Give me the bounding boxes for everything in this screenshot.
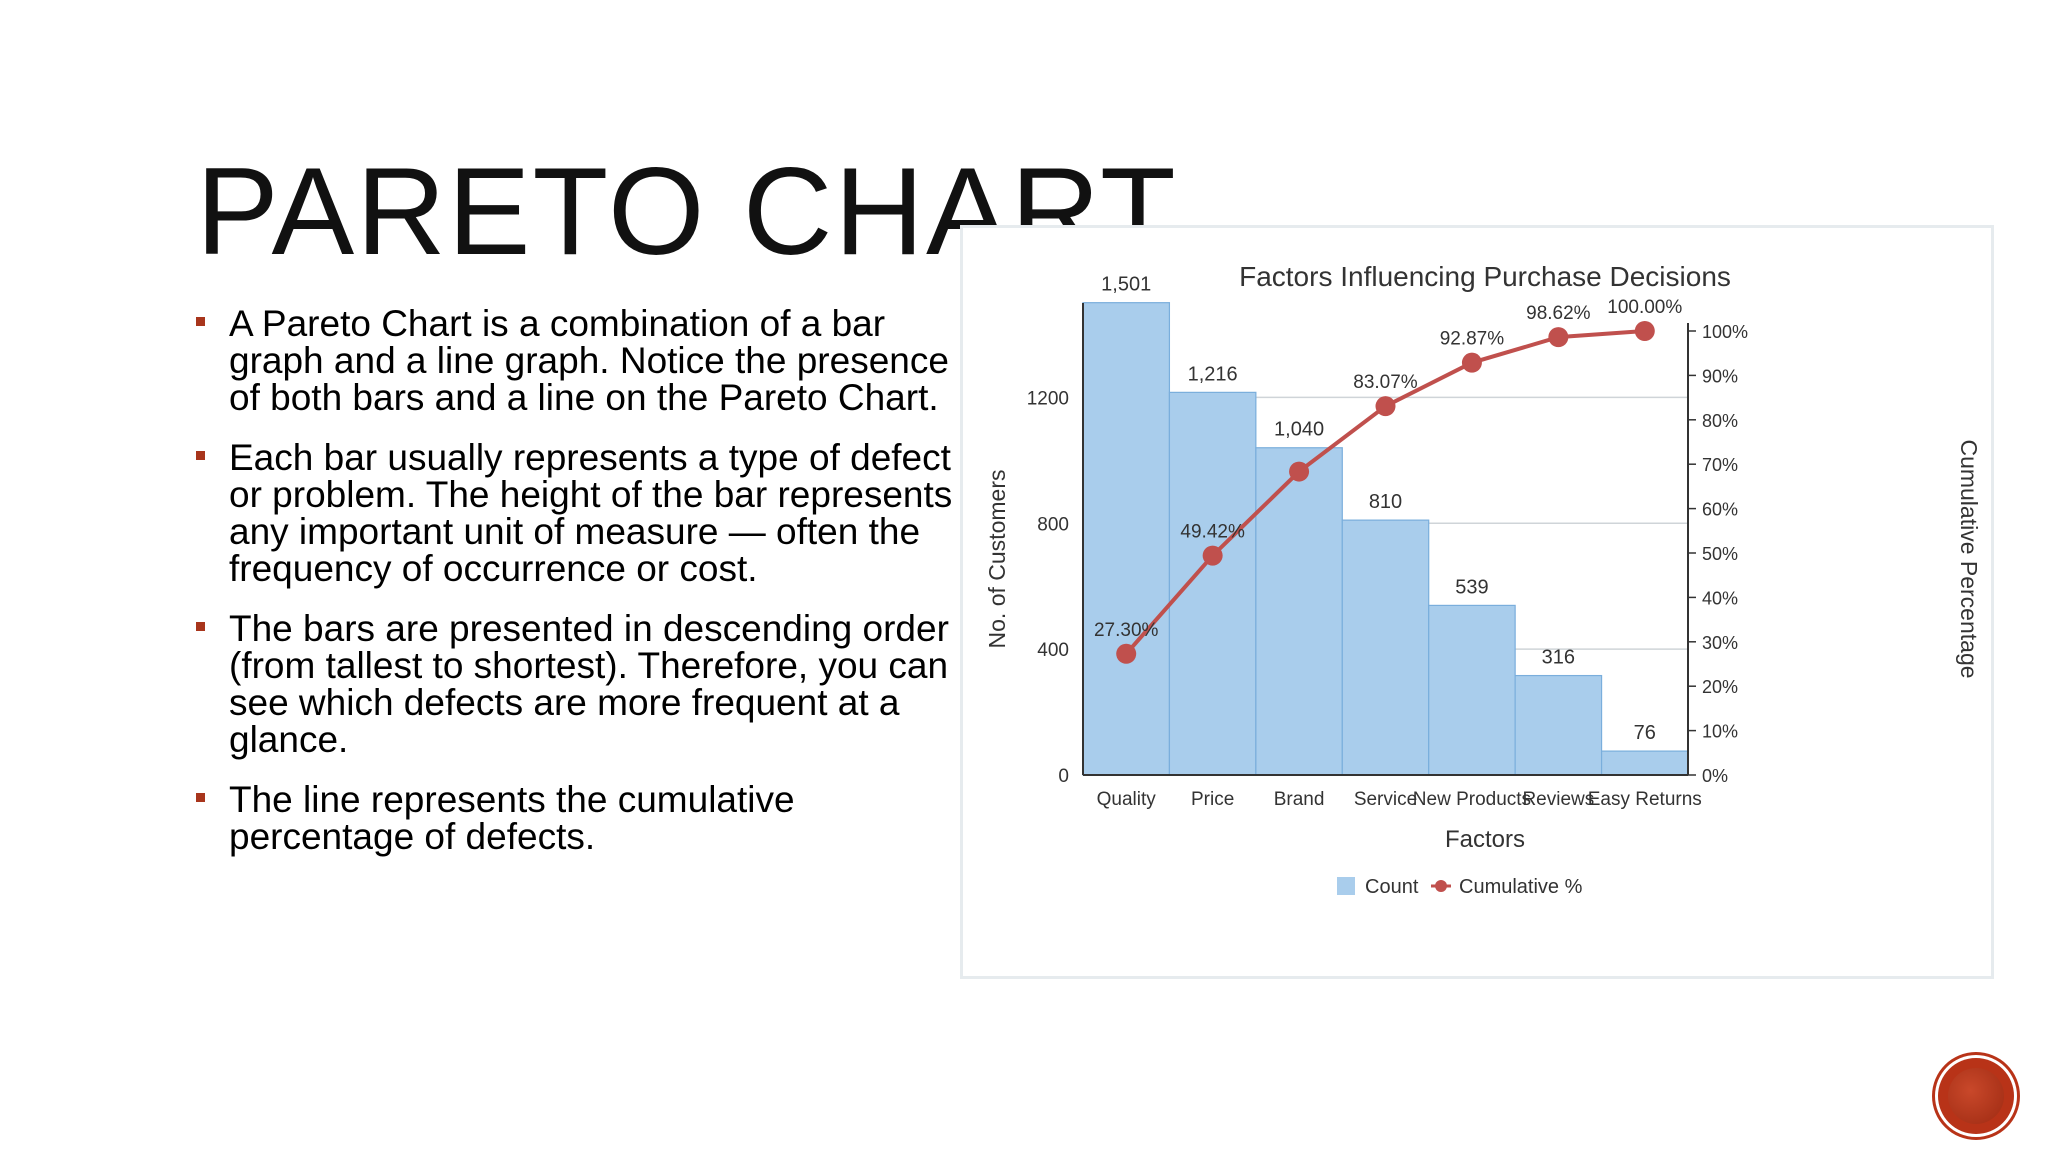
y2-tick-label: 0% xyxy=(1702,766,1728,786)
bar xyxy=(1600,750,1689,776)
cumulative-point xyxy=(1634,321,1655,341)
x-tick-label: Quality xyxy=(1097,789,1157,810)
bar-value-label: 539 xyxy=(1455,576,1488,598)
bullet-square-icon xyxy=(196,793,205,802)
slide-nav-button[interactable] xyxy=(1938,1058,2014,1134)
cumulative-point xyxy=(1375,396,1396,417)
y-tick-label: 800 xyxy=(1037,514,1069,535)
y-tick-label: 400 xyxy=(1037,640,1069,661)
bar xyxy=(1341,519,1430,776)
x-tick-label: Service xyxy=(1354,789,1417,810)
bullet-text: Each bar usually represents a type of de… xyxy=(229,437,953,589)
y2-axis-title: Cumulative Percentage xyxy=(1956,439,1982,678)
legend-cumulative-marker xyxy=(1435,880,1447,892)
bar-value-label: 1,040 xyxy=(1274,419,1324,441)
chart-frame: Factors Influencing Purchase Decisions 0 4… xyxy=(960,225,1994,979)
pareto-chart: Factors Influencing Purchase Decisions 0 4… xyxy=(984,261,1982,898)
bar xyxy=(1168,391,1257,776)
y2-tick-label: 30% xyxy=(1702,633,1738,653)
bar-value-label: 316 xyxy=(1542,647,1575,669)
bar-value-label: 76 xyxy=(1634,722,1656,744)
cumulative-label: 98.62% xyxy=(1526,303,1591,324)
x-axis-title: Factors xyxy=(1445,826,1525,853)
bullet-item: The bars are presented in descending ord… xyxy=(196,610,956,758)
nav-circle-icon xyxy=(1948,1068,2004,1124)
cumulative-point xyxy=(1116,643,1137,664)
y2-tick-label: 100% xyxy=(1702,322,1748,342)
y2-tick-label: 70% xyxy=(1702,455,1738,475)
y2-tick-label: 50% xyxy=(1702,544,1738,564)
bar-value-label: 1,501 xyxy=(1101,274,1151,296)
cumulative-point xyxy=(1461,352,1482,373)
x-tick-label: Easy Returns xyxy=(1588,789,1702,810)
bullet-list: A Pareto Chart is a combination of a bar… xyxy=(196,305,956,878)
cumulative-label: 27.30% xyxy=(1094,620,1159,641)
bar xyxy=(1514,674,1603,776)
bullet-item: The line represents the cumulative perce… xyxy=(196,781,956,855)
cumulative-point xyxy=(1548,327,1569,348)
y2-tick-label: 60% xyxy=(1702,500,1738,520)
cumulative-point xyxy=(1289,461,1310,482)
y2-tick-label: 80% xyxy=(1702,411,1738,431)
y2-tick-label: 20% xyxy=(1702,677,1738,697)
legend-count-swatch xyxy=(1337,877,1355,895)
bullet-square-icon xyxy=(196,451,205,460)
bullet-item: Each bar usually represents a type of de… xyxy=(196,439,956,587)
y2-tick-label: 90% xyxy=(1702,366,1738,386)
y-tick-label: 1200 xyxy=(1027,388,1069,409)
cumulative-label: 100.00% xyxy=(1607,297,1682,318)
x-tick-label: Reviews xyxy=(1522,789,1594,810)
bullet-item: A Pareto Chart is a combination of a bar… xyxy=(196,305,956,416)
x-tick-label: Price xyxy=(1191,789,1234,810)
cumulative-label: 83.07% xyxy=(1353,372,1418,393)
legend-cumulative-label: Cumulative % xyxy=(1459,876,1583,898)
bar-value-label: 810 xyxy=(1369,491,1402,513)
cumulative-label: 92.87% xyxy=(1440,329,1505,350)
x-tick-label: Brand xyxy=(1274,789,1325,810)
x-tick-label: New Products xyxy=(1413,789,1531,810)
y-axis-title: No. of Customers xyxy=(984,470,1010,649)
bullet-text: The line represents the cumulative perce… xyxy=(229,779,795,857)
bullet-text: The bars are presented in descending ord… xyxy=(229,608,949,760)
chart-title: Factors Influencing Purchase Decisions xyxy=(1239,261,1731,292)
y2-tick-label: 10% xyxy=(1702,722,1738,742)
bar xyxy=(1428,604,1516,776)
bullet-square-icon xyxy=(196,317,205,326)
y2-tick-label: 40% xyxy=(1702,588,1738,608)
bullet-square-icon xyxy=(196,622,205,631)
legend-count-label: Count xyxy=(1365,876,1419,898)
bar xyxy=(1255,447,1343,776)
bullet-text: A Pareto Chart is a combination of a bar… xyxy=(229,303,949,418)
bar-value-label: 1,216 xyxy=(1188,363,1238,385)
cumulative-label: 49.42% xyxy=(1180,522,1245,543)
cumulative-point xyxy=(1202,545,1223,566)
bar xyxy=(1082,302,1171,776)
y-tick-label: 0 xyxy=(1058,766,1069,787)
